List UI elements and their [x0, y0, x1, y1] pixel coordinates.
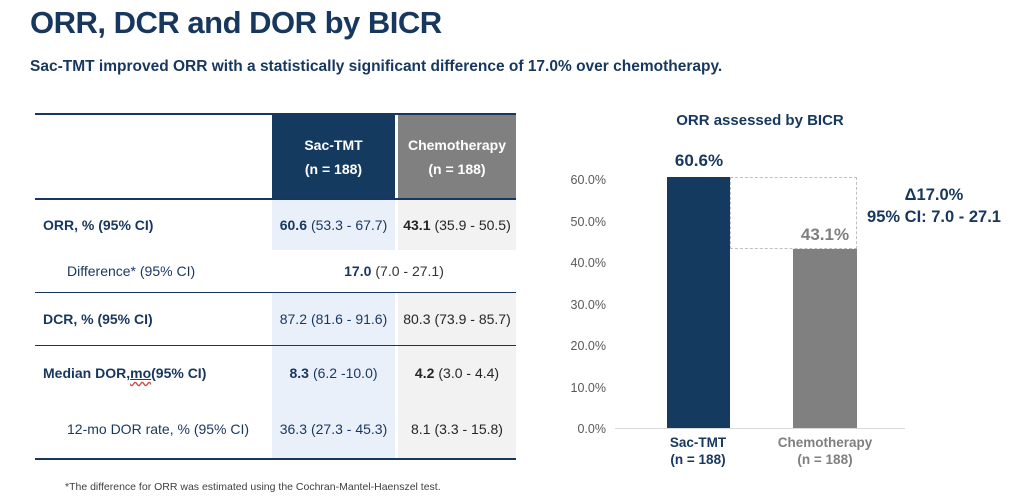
x-axis-label-sac-tmt: Sac-TMT (n = 188) [628, 434, 768, 468]
median-dor-sac-value: 8.3 [289, 365, 309, 381]
bar-label-chemotherapy: 43.1% [800, 225, 850, 245]
12mo-sac-value: 36.3 [279, 421, 307, 437]
delta-annotation: Δ17.0% 95% CI: 7.0 - 27.1 [853, 184, 1015, 228]
orr-chemo-ci: (35.9 - 50.5) [434, 217, 511, 233]
cell-dcr-sac: 87.2 (81.6 - 91.6) [272, 293, 395, 345]
dcr-sac-value: 87.2 [279, 311, 307, 327]
median-dor-chemo-ci: (3.0 - 4.4) [438, 365, 500, 381]
header-cell-sac-tmt: Sac-TMT (n = 188) [272, 115, 395, 198]
table-row-orr: ORR, % (95% CI) 60.6 (53.3 - 67.7) 43.1 … [35, 200, 516, 250]
orr-sac-ci: (53.3 - 67.7) [310, 217, 388, 233]
median-dor-label-mo-underline: mo [130, 365, 151, 381]
row-label-median-dor: Median DOR, mo (95% CI) [35, 346, 272, 400]
table-row-12mo-dor-rate: 12-mo DOR rate, % (95% CI) 36.3 (27.3 - … [35, 400, 516, 458]
y-tick-label: 30.0% [570, 297, 606, 312]
median-dor-label-pre: Median DOR, [43, 365, 131, 381]
cell-12mo-chemo: 8.1 (3.3 - 15.8) [398, 400, 516, 458]
row-label-orr: ORR, % (95% CI) [43, 217, 154, 233]
12mo-chemo-ci: (3.3 - 15.8) [434, 421, 503, 437]
cell-difference-value: 17.0 (7.0 - 27.1) [272, 250, 516, 292]
header-chemo-n: (n = 188) [428, 160, 486, 177]
bar-label-sac-tmt: 60.6% [674, 150, 724, 170]
difference-ci: (7.0 - 27.1) [375, 263, 444, 279]
plot-area: 60.6% 43.1% [615, 151, 905, 429]
cell-median-dor-sac: 8.3 (6.2 -10.0) [272, 346, 395, 400]
table-row-difference: Difference* (95% CI) 17.0 (7.0 - 27.1) [35, 250, 516, 293]
page-subtitle: Sac-TMT improved ORR with a statisticall… [30, 58, 723, 75]
table-row-dcr: DCR, % (95% CI) 87.2 (81.6 - 91.6) 80.3 … [35, 293, 516, 346]
cell-median-dor-chemo: 4.2 (3.0 - 4.4) [398, 346, 516, 400]
cell-orr-chemo: 43.1 (35.9 - 50.5) [398, 200, 516, 250]
cell-orr-sac: 60.6 (53.3 - 67.7) [272, 200, 395, 250]
footnote: *The difference for ORR was estimated us… [65, 481, 441, 493]
median-dor-sac-ci: (6.2 -10.0) [312, 365, 378, 381]
header-cell-empty [35, 115, 272, 198]
x-label-sac-name: Sac-TMT [669, 435, 727, 450]
results-table: Sac-TMT (n = 188) Chemotherapy (n = 188)… [35, 113, 516, 460]
bar-sac-tmt [667, 176, 730, 428]
row-label-difference: Difference* (95% CI) [67, 263, 196, 279]
y-tick-label: 60.0% [570, 173, 606, 188]
median-dor-label-post: (95% CI) [151, 365, 207, 381]
bar-chemotherapy [793, 249, 857, 428]
difference-value: 17.0 [344, 263, 372, 279]
table-row-median-dor: Median DOR, mo (95% CI) 8.3 (6.2 -10.0) … [35, 346, 516, 400]
dcr-chemo-value: 80.3 [403, 311, 431, 327]
dcr-sac-ci: (81.6 - 91.6) [310, 311, 388, 327]
delta-ci: 95% CI: 7.0 - 27.1 [867, 208, 1001, 226]
header-cell-chemotherapy: Chemotherapy (n = 188) [398, 115, 516, 198]
chart-title: ORR assessed by BICR [676, 112, 844, 129]
x-label-chemo-name: Chemotherapy [777, 435, 873, 450]
cell-12mo-sac: 36.3 (27.3 - 45.3) [272, 400, 395, 458]
x-label-sac-n: (n = 188) [670, 452, 726, 467]
page-title: ORR, DCR and DOR by BICR [30, 5, 442, 40]
dcr-chemo-ci: (73.9 - 85.7) [434, 311, 511, 327]
row-label-12mo-dor-rate: 12-mo DOR rate, % (95% CI) [67, 421, 250, 437]
row-label-dcr: DCR, % (95% CI) [43, 311, 153, 327]
orr-bar-chart: ORR assessed by BICR 0.0% 10.0% 20.0% 30.0%… [550, 100, 1015, 500]
median-dor-chemo-value: 4.2 [414, 365, 435, 381]
12mo-sac-ci: (27.3 - 45.3) [310, 421, 388, 437]
x-label-chemo-n: (n = 188) [797, 452, 853, 467]
orr-sac-value: 60.6 [279, 217, 307, 233]
delta-value: Δ17.0% [904, 186, 964, 204]
y-tick-label: 0.0% [577, 422, 607, 436]
y-tick-label: 40.0% [570, 256, 606, 271]
median-dor-label-mo: mo [130, 365, 152, 381]
difference-bracket [730, 176, 857, 250]
y-axis: 0.0% 10.0% 20.0% 30.0% 40.0% 50.0% 60.0% [550, 171, 606, 436]
header-sac-n: (n = 188) [304, 160, 363, 177]
header-chemo-name: Chemotherapy [407, 136, 507, 153]
cell-dcr-chemo: 80.3 (73.9 - 85.7) [398, 293, 516, 345]
y-tick-label: 20.0% [570, 339, 606, 354]
12mo-chemo-value: 8.1 [411, 421, 431, 437]
x-axis-label-chemotherapy: Chemotherapy (n = 188) [755, 434, 895, 468]
y-tick-label: 10.0% [570, 380, 606, 395]
header-sac-name: Sac-TMT [304, 136, 363, 153]
table-header-row: Sac-TMT (n = 188) Chemotherapy (n = 188) [35, 115, 516, 200]
orr-chemo-value: 43.1 [403, 217, 431, 233]
y-tick-label: 50.0% [570, 214, 606, 229]
